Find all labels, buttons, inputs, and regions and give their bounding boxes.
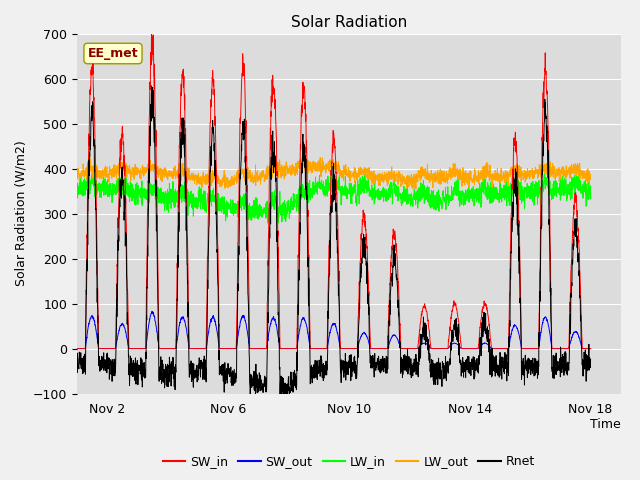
Text: EE_met: EE_met <box>88 47 138 60</box>
X-axis label: Time: Time <box>590 418 621 431</box>
Y-axis label: Solar Radiation (W/m2): Solar Radiation (W/m2) <box>14 141 27 287</box>
Legend: SW_in, SW_out, LW_in, LW_out, Rnet: SW_in, SW_out, LW_in, LW_out, Rnet <box>157 450 540 473</box>
Title: Solar Radiation: Solar Radiation <box>291 15 407 30</box>
